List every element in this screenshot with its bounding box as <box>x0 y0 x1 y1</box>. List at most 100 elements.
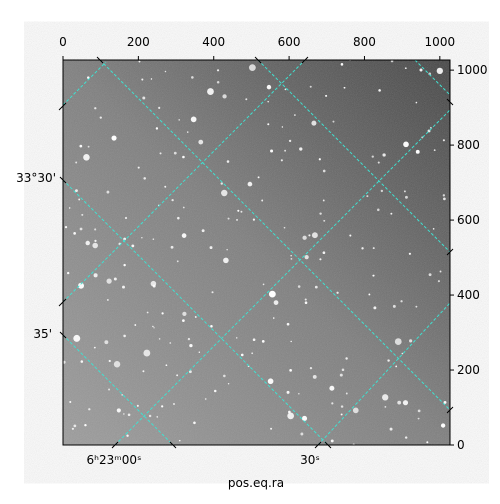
star <box>123 237 127 241</box>
star <box>66 271 70 275</box>
star <box>392 304 396 308</box>
x-tick-label: 400 <box>202 35 225 49</box>
star <box>87 76 90 79</box>
star <box>138 60 141 63</box>
star <box>88 408 91 411</box>
star <box>261 199 264 202</box>
star <box>236 218 238 221</box>
star <box>267 123 270 126</box>
star <box>79 144 83 148</box>
star <box>226 249 228 251</box>
star <box>131 244 135 248</box>
star <box>266 84 272 90</box>
star <box>198 351 201 353</box>
star <box>308 234 311 237</box>
world-tick <box>96 56 104 64</box>
star <box>297 285 301 288</box>
star <box>252 218 256 221</box>
star <box>312 374 317 379</box>
y-tick-label: 1000 <box>457 63 488 77</box>
star <box>165 364 168 367</box>
star <box>280 159 283 162</box>
star <box>381 394 389 401</box>
star <box>158 338 161 340</box>
world-grid-line <box>63 60 306 303</box>
star <box>94 239 97 242</box>
star <box>189 343 193 348</box>
star <box>73 232 76 235</box>
world-tick <box>169 441 177 449</box>
world-grid-line <box>63 61 107 106</box>
star <box>94 107 97 110</box>
world-grid <box>63 60 450 445</box>
star <box>340 413 343 416</box>
star <box>309 367 313 370</box>
star <box>123 334 126 338</box>
star <box>322 199 325 202</box>
star <box>150 78 153 80</box>
star <box>171 198 174 202</box>
star <box>289 368 292 372</box>
star <box>193 421 196 425</box>
star <box>216 69 220 72</box>
y-tick-label: 600 <box>457 213 480 227</box>
star <box>440 423 446 428</box>
x-tick-label: 1000 <box>425 35 456 49</box>
star <box>113 277 117 281</box>
star <box>143 177 146 180</box>
star <box>106 278 112 284</box>
world-y-label: 35' <box>33 327 52 341</box>
star <box>222 94 227 99</box>
star <box>409 339 413 343</box>
star <box>251 352 254 355</box>
star <box>156 416 159 418</box>
star <box>182 311 187 316</box>
star <box>286 390 290 394</box>
star <box>402 400 409 406</box>
star <box>176 260 179 263</box>
star <box>227 217 230 220</box>
star <box>164 70 167 73</box>
star <box>190 116 197 123</box>
star <box>64 226 68 229</box>
world-tick <box>446 248 454 256</box>
star <box>443 400 447 404</box>
star <box>187 131 189 133</box>
star <box>111 135 117 141</box>
star <box>390 212 393 215</box>
star <box>178 439 181 442</box>
star <box>83 154 90 161</box>
star <box>345 357 348 360</box>
star <box>373 306 377 310</box>
star <box>221 189 228 197</box>
star <box>343 86 346 89</box>
star <box>172 403 176 406</box>
star <box>152 325 154 328</box>
star <box>116 408 121 413</box>
world-grid-line <box>317 302 450 445</box>
star <box>403 190 406 193</box>
star <box>340 405 344 408</box>
star <box>245 98 248 101</box>
star <box>318 158 321 161</box>
star <box>361 247 364 250</box>
star <box>248 64 256 72</box>
star <box>182 206 185 209</box>
star <box>404 67 407 70</box>
star <box>437 280 440 283</box>
star <box>150 280 157 287</box>
star <box>81 213 84 216</box>
star <box>87 145 90 148</box>
star <box>106 190 110 194</box>
star <box>71 427 74 430</box>
star <box>176 374 179 377</box>
world-tick <box>254 56 262 64</box>
x-tick-label: 600 <box>278 35 301 49</box>
star <box>287 412 295 420</box>
world-grid-line <box>63 334 174 445</box>
world-x-label: 30ˢ <box>300 453 320 467</box>
star <box>201 229 205 233</box>
star <box>146 311 149 314</box>
star <box>170 245 174 249</box>
